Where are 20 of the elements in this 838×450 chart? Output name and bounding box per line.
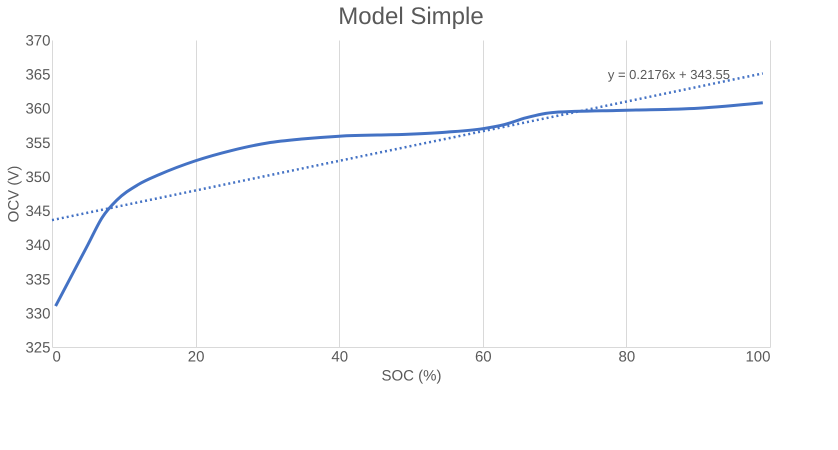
y-tick-label: 335: [25, 271, 50, 288]
y-tick-label: 365: [25, 66, 50, 84]
y-tick-label: 350: [25, 168, 50, 186]
x-tick-label: 60: [474, 348, 492, 366]
y-axis-title: OCV (V): [5, 166, 22, 222]
y-tick-label: 370: [25, 32, 50, 50]
x-tick-label: 40: [331, 348, 348, 366]
y-tick-label: 325: [25, 340, 50, 356]
x-tick-label: 0: [52, 348, 61, 366]
x-tick-label: 20: [188, 348, 204, 366]
x-tick-label: 100: [745, 348, 770, 366]
chart-title: Model Simple: [338, 3, 484, 30]
y-tick-label: 360: [25, 100, 50, 118]
x-axis-title: SOC (%): [382, 368, 442, 384]
y-tick-label: 340: [25, 237, 50, 254]
annotation: y = 0.2176x + 343.55: [608, 67, 730, 82]
y-tick-label: 355: [25, 134, 50, 152]
y-tick-label: 345: [25, 203, 50, 220]
y-tick-label: 330: [25, 305, 50, 322]
x-tick-label: 80: [618, 348, 636, 366]
